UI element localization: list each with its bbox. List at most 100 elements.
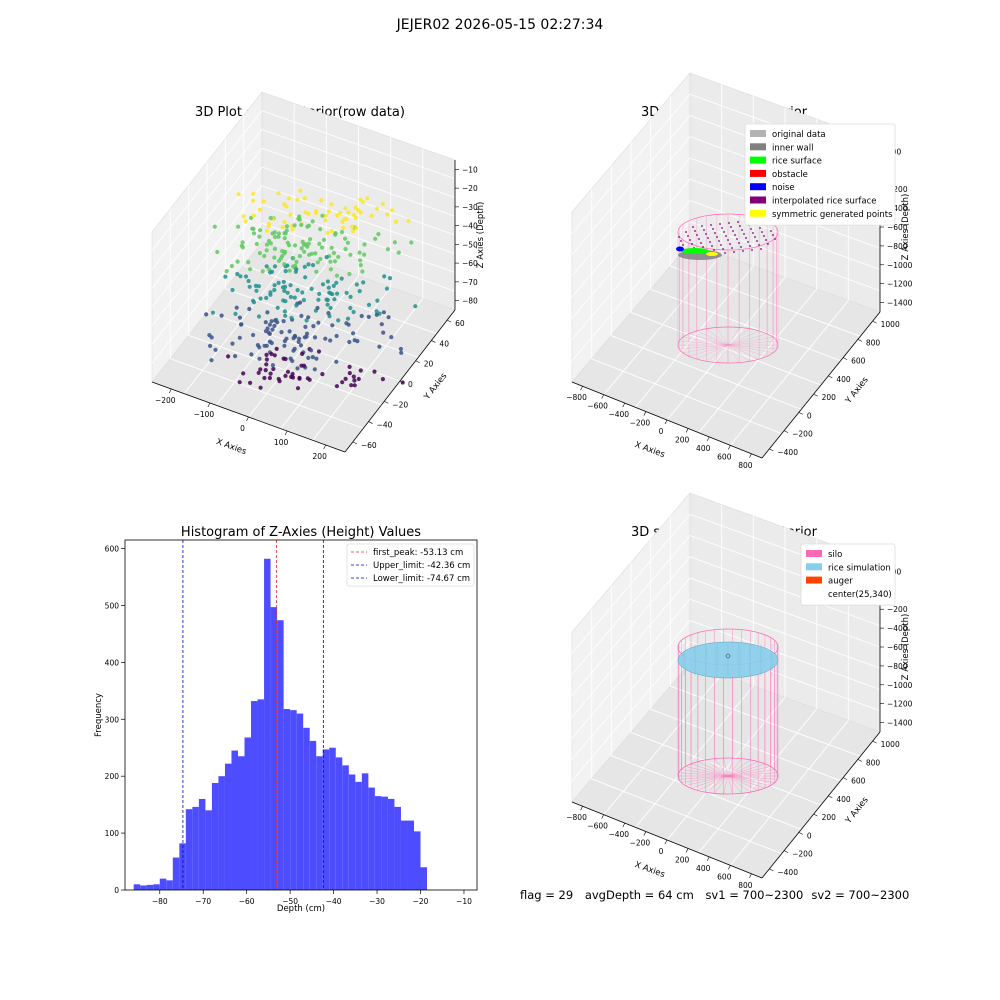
p0-grid-line xyxy=(151,129,263,270)
p0-data-point xyxy=(323,336,328,341)
p0-data-point xyxy=(315,305,320,311)
p1-interpolated-point xyxy=(743,233,745,235)
p3-silo-spoke xyxy=(727,758,733,777)
p0-data-point xyxy=(399,350,404,355)
histogram-bar xyxy=(231,750,238,890)
p0-data-point xyxy=(369,213,374,218)
p1-x-tick-label: 0 xyxy=(659,427,664,436)
p0-data-points xyxy=(204,188,418,391)
p1-interpolated-point xyxy=(722,248,724,250)
p0-data-point xyxy=(247,306,252,312)
p0-data-point xyxy=(292,223,297,228)
p0-data-point xyxy=(265,310,270,315)
p1-y-tick xyxy=(842,357,848,360)
p0-data-point xyxy=(295,386,301,391)
p0-grid-line xyxy=(151,110,263,252)
histogram-x-tick-label: −10 xyxy=(456,897,472,906)
p0-data-point xyxy=(347,272,352,277)
p0-data-point xyxy=(258,296,263,301)
p1-y-tick-label: −200 xyxy=(792,430,813,439)
p1-x-tick xyxy=(685,428,689,433)
p0-y-tick xyxy=(415,360,420,363)
p0-data-point xyxy=(236,224,241,229)
p1-rice-surface-points xyxy=(681,248,709,254)
p0-data-point xyxy=(321,237,327,242)
p0-data-point xyxy=(209,358,214,363)
p0-data-point xyxy=(253,283,258,288)
p0-data-point xyxy=(251,332,256,338)
p0-data-point xyxy=(279,330,284,335)
p3-x-tick xyxy=(580,806,583,811)
p1-interpolated-point xyxy=(703,229,705,231)
p0-data-point xyxy=(306,262,311,267)
p3-x-tick-label: 200 xyxy=(675,855,690,864)
p0-data-point xyxy=(336,318,341,323)
p0-data-point xyxy=(264,352,269,357)
p0-data-point xyxy=(264,264,269,269)
p3-silo-spoke xyxy=(727,772,778,777)
p0-data-point xyxy=(384,286,390,291)
p0-data-point xyxy=(302,196,307,201)
p0-y-tick-label: −40 xyxy=(377,421,393,430)
p3-silo-spoke xyxy=(727,775,778,780)
p3-x-tick xyxy=(706,856,710,862)
p0-y-tick xyxy=(352,441,357,445)
p0-data-point xyxy=(270,327,275,332)
p0-data-point xyxy=(285,369,291,374)
p0-data-point xyxy=(406,218,411,223)
histogram-x-axis-label: Depth (cm) xyxy=(277,904,325,914)
p1-y-tick-label: 400 xyxy=(836,375,851,384)
histogram-bar xyxy=(407,820,414,890)
p0-data-point xyxy=(304,334,309,339)
p1-interpolated-point xyxy=(767,243,769,245)
p0-data-point xyxy=(356,376,361,382)
p0-data-point xyxy=(306,211,311,216)
p3-grid-line xyxy=(571,556,691,697)
p0-data-point xyxy=(358,368,363,373)
p1-interpolated-point xyxy=(680,240,682,242)
p0-data-point xyxy=(323,218,328,223)
p1-silo-spoke xyxy=(727,344,777,350)
p0-data-point xyxy=(276,234,281,239)
p0-z-tick-label: −80 xyxy=(462,297,478,306)
p0-data-point xyxy=(284,224,290,229)
p0-data-point xyxy=(297,375,302,380)
p0-data-point xyxy=(273,234,278,240)
p0-data-point xyxy=(282,309,287,314)
p0-data-point xyxy=(264,357,269,362)
p0-data-point xyxy=(251,300,257,305)
histogram-bar xyxy=(290,710,297,890)
p1-interpolated-point xyxy=(719,223,721,225)
p3-grid-line xyxy=(689,556,881,627)
p0-data-point xyxy=(282,262,287,267)
histogram-bar xyxy=(153,884,160,890)
p1-x-tick-label: −800 xyxy=(566,393,587,402)
p0-data-point xyxy=(331,283,336,288)
p3-silo-spoke xyxy=(681,775,729,783)
p0-data-point xyxy=(270,269,275,274)
p3-silo-spoke xyxy=(697,775,729,791)
p1-interpolated-point xyxy=(741,229,743,231)
p0-grid-line xyxy=(151,204,263,345)
p3-grid-line xyxy=(571,577,691,718)
p0-data-point xyxy=(266,330,271,335)
p1-silo-spoke xyxy=(679,340,729,346)
p0-x-tick xyxy=(207,402,211,408)
histogram-bars xyxy=(133,558,428,890)
p0-data-point xyxy=(260,269,265,274)
p1-interpolated-point xyxy=(709,241,711,243)
p0-data-point xyxy=(362,252,367,257)
p0-data-point xyxy=(288,212,293,217)
p1-interpolated-point xyxy=(732,230,734,232)
p3-silo-spoke xyxy=(727,775,766,789)
p3-grid-line xyxy=(689,620,881,690)
histogram-x-tick-label: −20 xyxy=(413,897,429,906)
p0-data-point xyxy=(351,331,356,336)
p3-x-tick xyxy=(601,814,604,819)
p0-data-point xyxy=(375,298,380,303)
p3-silo-spoke xyxy=(727,759,751,777)
p0-data-point xyxy=(269,340,274,346)
histogram-y-tick-label: 300 xyxy=(105,715,120,724)
p0-data-point xyxy=(329,228,334,234)
p0-data-point xyxy=(380,201,385,206)
